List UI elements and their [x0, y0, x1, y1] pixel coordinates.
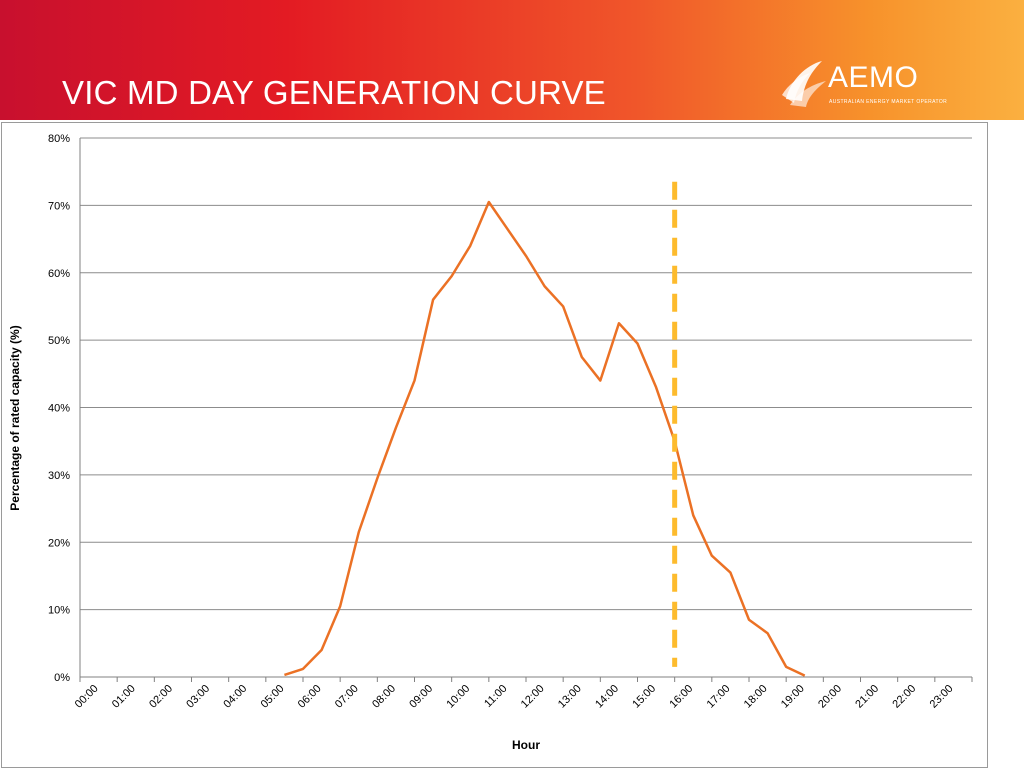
x-tick-label: 23:00: [928, 683, 956, 711]
y-tick-label: 20%: [48, 537, 70, 549]
x-tick-label: 15:00: [630, 683, 658, 711]
y-tick-label: 40%: [48, 403, 70, 415]
x-tick-label: 22:00: [890, 683, 918, 711]
x-axis-title: Hour: [512, 738, 540, 752]
y-tick-label: 50%: [48, 335, 70, 347]
x-tick-label: 13:00: [556, 683, 584, 711]
x-tick-label: 03:00: [184, 683, 212, 711]
aemo-logo: AEMO AUSTRALIAN ENERGY MARKET OPERATOR: [780, 55, 950, 111]
x-tick-label: 14:00: [593, 683, 621, 711]
y-tick-label: 70%: [48, 200, 70, 212]
x-tick-label: 20:00: [816, 683, 844, 711]
y-tick-label: 10%: [48, 605, 70, 617]
x-tick-label: 21:00: [853, 683, 881, 711]
x-tick-label: 17:00: [705, 683, 733, 711]
logo-subtitle: AUSTRALIAN ENERGY MARKET OPERATOR: [829, 99, 948, 105]
x-tick-label: 05:00: [259, 683, 287, 711]
y-tick-label: 30%: [48, 470, 70, 482]
x-tick-label: 10:00: [444, 683, 472, 711]
x-tick-label: 18:00: [742, 683, 770, 711]
x-tick-label: 00:00: [73, 683, 101, 711]
x-tick-label: 16:00: [667, 683, 695, 711]
x-tick-label: 06:00: [296, 683, 324, 711]
x-tick-label: 07:00: [333, 683, 361, 711]
x-tick-label: 19:00: [779, 683, 807, 711]
x-tick-label: 02:00: [147, 683, 175, 711]
y-axis-title: Percentage of rated capacity (%): [8, 325, 22, 511]
page-title: VIC MD DAY GENERATION CURVE: [62, 74, 606, 111]
x-tick-label: 01:00: [110, 683, 138, 711]
generation-series-line: [284, 200, 806, 677]
x-tick-label: 11:00: [482, 683, 509, 710]
x-tick-label: 04:00: [221, 683, 249, 711]
chart-frame: [1, 122, 988, 768]
logo-wordmark: AEMO: [828, 61, 919, 94]
y-tick-label: 0%: [54, 672, 70, 684]
x-tick-label: 08:00: [370, 683, 398, 711]
y-tick-label: 80%: [48, 133, 70, 145]
title-banner: [0, 0, 1024, 120]
y-tick-label: 60%: [48, 268, 70, 280]
aemo-swirl-icon: [782, 61, 826, 107]
x-tick-label: 09:00: [407, 683, 435, 711]
x-tick-label: 12:00: [519, 683, 547, 711]
